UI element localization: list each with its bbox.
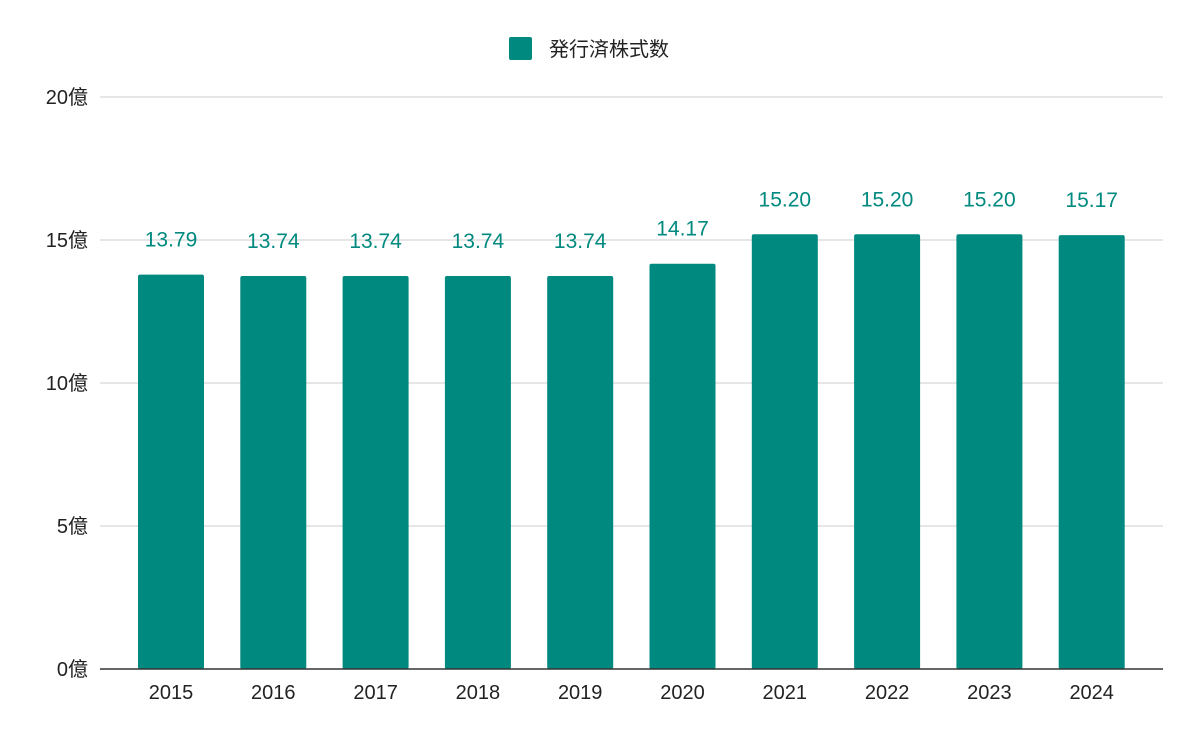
bar-2017 [342,276,409,669]
y-tick-label: 20億 [46,86,88,109]
y-tick-label: 5億 [57,515,88,538]
data-label-2023: 15.20 [963,188,1016,211]
y-tick-label: 15億 [46,229,88,252]
data-label-2016: 13.74 [247,230,300,253]
x-tick-label: 2015 [149,682,194,704]
data-label-2020: 14.17 [656,218,709,241]
bar-2016 [240,276,307,669]
bar-2024 [1058,235,1125,669]
bar-2022 [854,234,921,670]
data-label-2017: 13.74 [349,230,402,253]
x-tick-label: 2021 [763,682,808,704]
bar-2023 [956,234,1023,670]
data-labels: 13.79 13.74 13.74 13.74 13.74 14.17 15.20 15.20… [145,188,1118,253]
x-axis-tick-labels: 2015 2016 2017 2018 2019 2020 2021 2022 2023 2024 [149,682,1114,704]
legend-swatch [509,37,532,60]
data-label-2015: 13.79 [145,229,198,252]
y-tick-label: 10億 [46,372,88,395]
data-label-2018: 13.74 [452,230,505,253]
bars [138,234,1125,670]
bar-2021 [751,234,818,670]
x-tick-label: 2017 [353,682,398,704]
bar-2020 [649,263,716,669]
bar-2015 [138,274,204,669]
x-tick-label: 2022 [865,682,910,704]
legend: 発行済株式数 [509,37,669,61]
y-axis-tick-labels: 0億 5億 10億 15億 20億 [46,86,88,681]
x-tick-label: 2023 [967,682,1012,704]
x-tick-label: 2018 [456,682,501,704]
data-label-2024: 15.17 [1065,189,1118,212]
bar-2018 [444,276,511,669]
x-tick-label: 2019 [558,682,603,704]
bar-2019 [547,276,614,669]
data-label-2019: 13.74 [554,230,607,253]
data-label-2021: 15.20 [759,188,812,211]
y-tick-label: 0億 [57,658,88,681]
x-tick-label: 2024 [1069,682,1114,704]
x-tick-label: 2020 [660,682,705,704]
data-label-2022: 15.20 [861,188,914,211]
legend-label: 発行済株式数 [549,38,669,61]
x-tick-label: 2016 [251,682,296,704]
